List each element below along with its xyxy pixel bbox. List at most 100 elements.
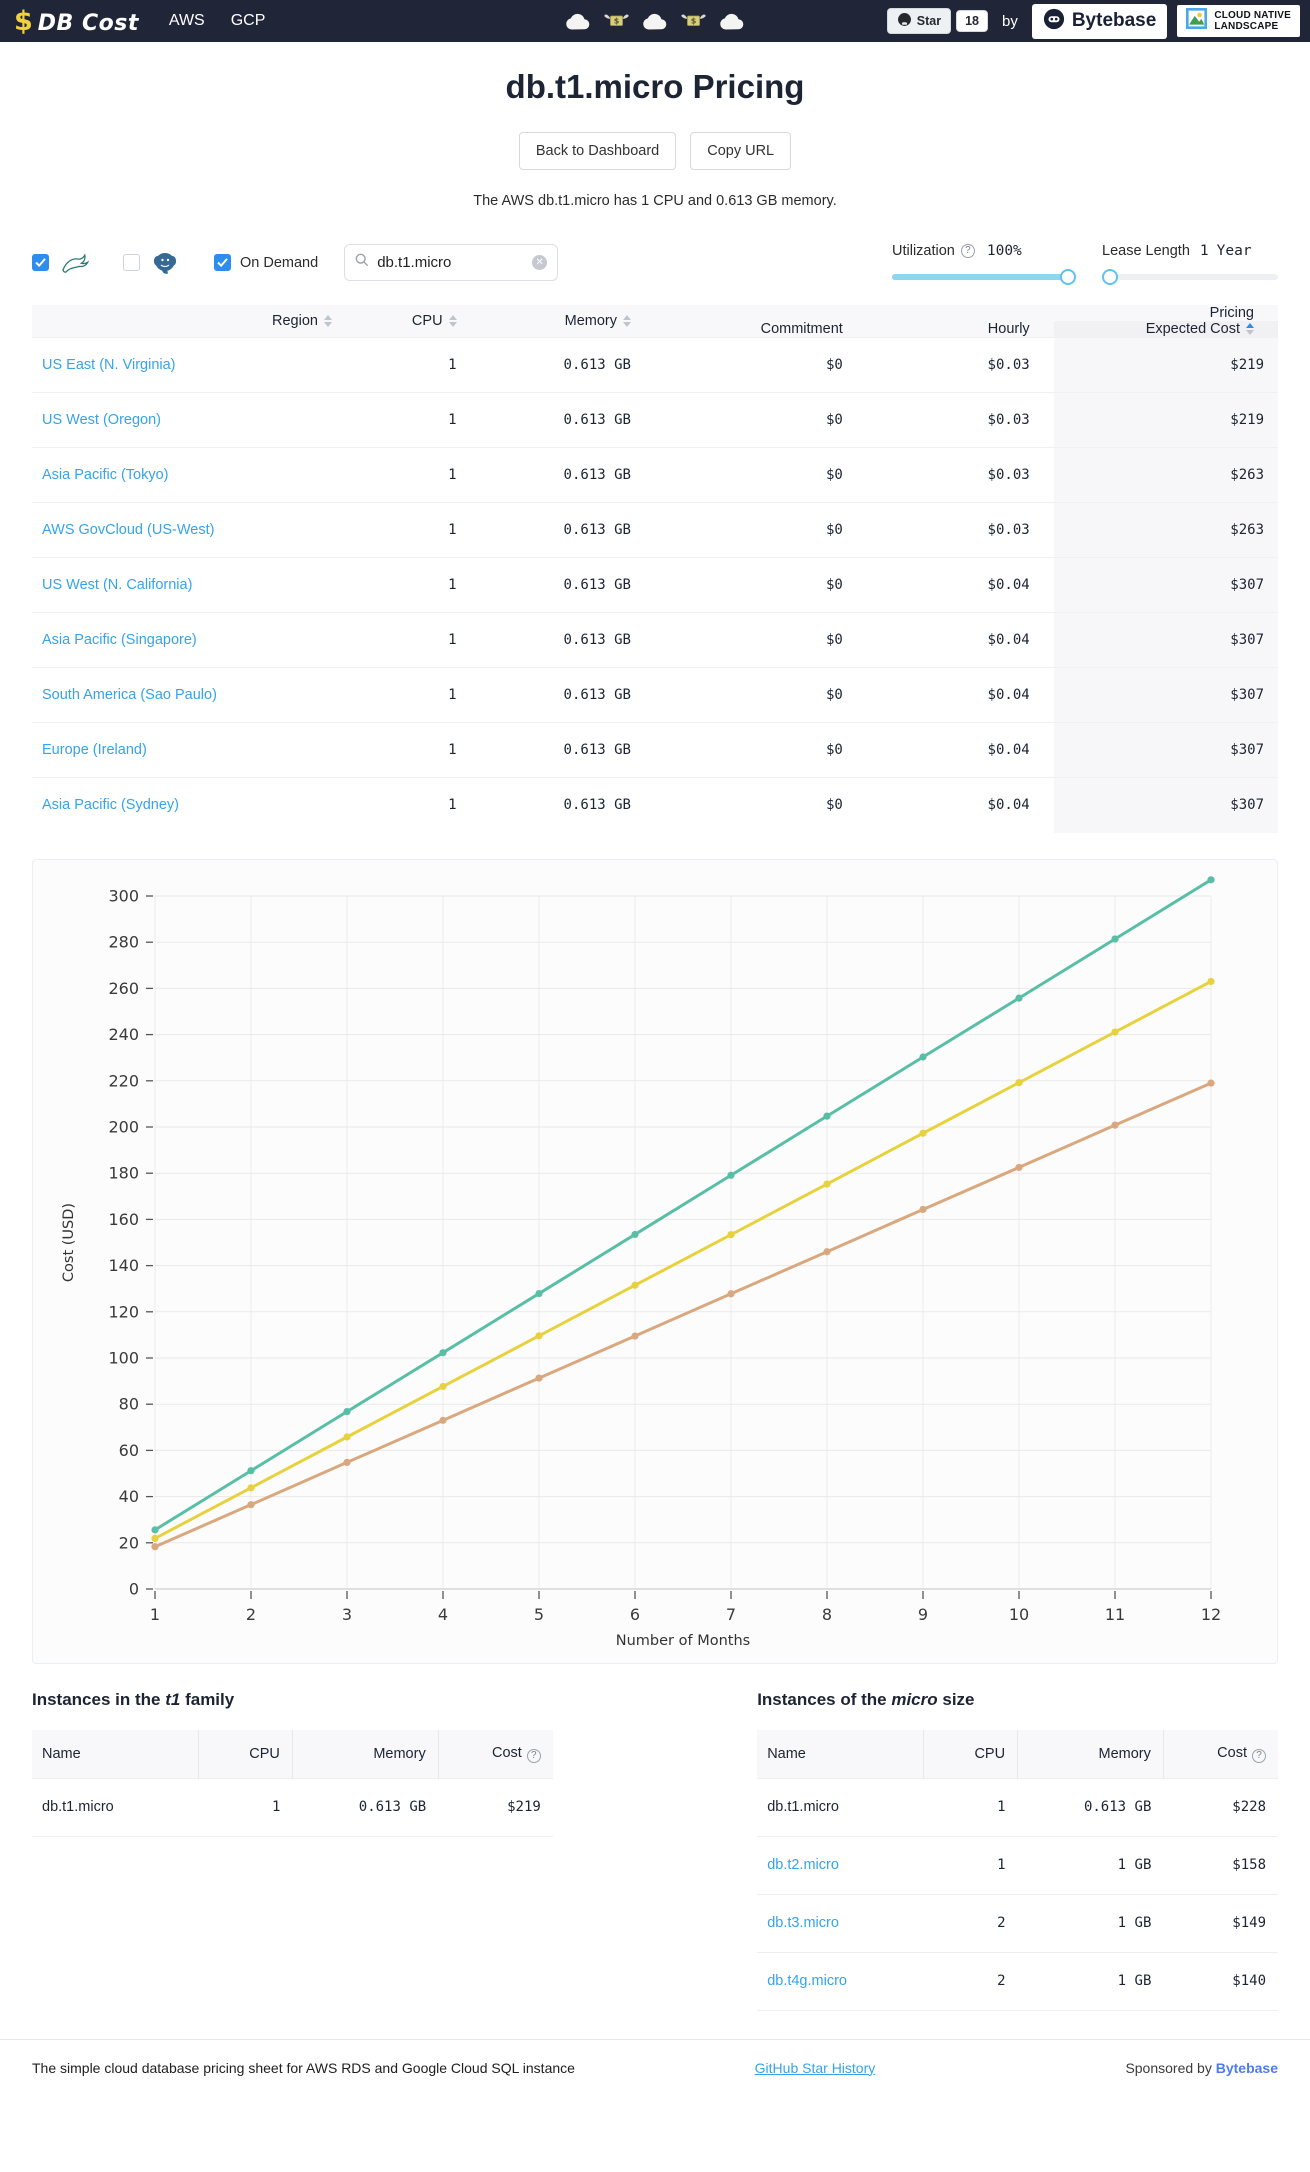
memory-value: 0.613 GB [480, 337, 655, 393]
family-col-memory: Memory [291, 1729, 439, 1778]
commitment-value: $0 [654, 667, 867, 723]
column-header-commitment: Commitment [760, 321, 843, 337]
cpu-value: 1 [198, 1777, 293, 1837]
region-link[interactable]: AWS GovCloud (US-West) [42, 522, 215, 538]
table-row: Europe (Ireland) 1 0.613 GB $0 $0.04 $307 [32, 722, 1278, 778]
table-row: db.t1.micro 1 0.613 GB $219 [32, 1777, 553, 1837]
bytebase-label: Bytebase [1071, 10, 1157, 31]
instance-link[interactable]: db.t3.micro [767, 1915, 839, 1931]
cloud-icon [566, 13, 591, 30]
on-demand-label: On Demand [240, 254, 319, 271]
column-group-pricing: Pricing [1209, 305, 1254, 321]
nav-link-aws[interactable]: AWS [168, 12, 205, 29]
svg-text:20: 20 [119, 1533, 139, 1552]
lease-length-slider[interactable] [1102, 269, 1278, 285]
region-link[interactable]: Asia Pacific (Singapore) [42, 632, 197, 648]
github-star-count[interactable]: 18 [956, 10, 988, 32]
region-link[interactable]: Asia Pacific (Tokyo) [42, 467, 169, 483]
cncf-label: CLOUD NATIVE LANDSCAPE [1214, 9, 1291, 32]
region-link[interactable]: Asia Pacific (Sydney) [42, 797, 179, 814]
expected-cost-value: $307 [1053, 722, 1278, 778]
region-link[interactable]: Europe (Ireland) [42, 742, 147, 758]
svg-text:260: 260 [108, 978, 139, 997]
table-row: Asia Pacific (Tokyo) 1 0.613 GB $0 $0.03 $263 [32, 447, 1278, 503]
lease-length-control: Lease Length 1 Year [1102, 243, 1278, 285]
memory-value: 0.613 GB [480, 777, 655, 833]
cost-value: $158 [1163, 1835, 1278, 1894]
svg-text:120: 120 [108, 1302, 139, 1321]
money-with-wings-icon: $ [681, 11, 707, 31]
lease-length-value: 1 [1199, 243, 1209, 259]
filter-row: On Demand ✕ Utilization ? 100% [32, 243, 1278, 285]
table-row: AWS GovCloud (US-West) 1 0.613 GB $0 $0.03 $2… [32, 502, 1278, 558]
cpu-value: 1 [355, 722, 481, 778]
expected-cost-value: $307 [1053, 612, 1278, 668]
nav-links: AWS GCP [169, 12, 266, 30]
search-box[interactable]: ✕ [344, 244, 559, 281]
column-header-memory[interactable]: Memory [481, 305, 655, 338]
expected-cost-value: $263 [1053, 502, 1278, 558]
instance-name: db.t1.micro [42, 1799, 114, 1815]
bytebase-badge[interactable]: Bytebase [1031, 3, 1168, 39]
size-col-cost: Cost? [1162, 1729, 1278, 1778]
github-star-history-link[interactable]: GitHub Star History [754, 2059, 876, 2076]
instance-link[interactable]: db.t4g.micro [767, 1973, 847, 1989]
memory-value: 0.613 GB [480, 447, 655, 503]
lease-length-slider-handle[interactable] [1102, 269, 1118, 285]
svg-text:60: 60 [119, 1440, 139, 1459]
commitment-value: $0 [654, 612, 867, 668]
column-header-cpu[interactable]: CPU [356, 305, 481, 338]
svg-text:6: 6 [630, 1605, 640, 1624]
github-star-widget[interactable]: Star 18 [886, 8, 988, 34]
nav-link-gcp[interactable]: GCP [230, 12, 266, 29]
sponsor-bytebase-link[interactable]: Bytebase [1215, 2059, 1278, 2076]
commitment-value: $0 [654, 557, 867, 613]
utilization-slider-handle[interactable] [1060, 269, 1076, 285]
hourly-value: $0.03 [866, 447, 1054, 503]
back-to-dashboard-button[interactable]: Back to Dashboard [518, 132, 677, 170]
postgres-checkbox[interactable] [123, 254, 140, 271]
svg-text:5: 5 [534, 1605, 544, 1624]
sort-icon [323, 315, 332, 328]
page-title: db.t1.micro Pricing [505, 68, 805, 105]
hourly-value: $0.03 [866, 502, 1054, 558]
money-with-wings-icon: $ [604, 11, 630, 31]
svg-text:10: 10 [1009, 1605, 1029, 1624]
family-col-cpu: CPU [198, 1729, 293, 1778]
utilization-value: 100% [986, 243, 1022, 259]
cncf-landscape-badge[interactable]: CLOUD NATIVE LANDSCAPE [1177, 5, 1300, 37]
clear-search-icon[interactable]: ✕ [532, 255, 548, 270]
cpu-value: 1 [355, 337, 481, 393]
region-link[interactable]: South America (Sao Paulo) [42, 687, 217, 703]
hourly-value: $0.04 [866, 557, 1054, 613]
cost-help-icon[interactable]: ? [526, 1748, 541, 1763]
column-header-hourly: Hourly [987, 321, 1030, 337]
instance-link[interactable]: db.t2.micro [767, 1857, 839, 1873]
family-table-title: Instances in the t1 family [32, 1689, 235, 1709]
on-demand-checkbox[interactable] [214, 254, 231, 271]
copy-url-button[interactable]: Copy URL [690, 132, 792, 170]
cost-help-icon[interactable]: ? [1252, 1748, 1266, 1763]
svg-text:0: 0 [129, 1579, 139, 1598]
github-star-button[interactable]: Star [886, 8, 952, 34]
column-header-expected-cost[interactable]: Expected Cost [1053, 321, 1278, 338]
svg-text:140: 140 [108, 1256, 139, 1275]
region-link[interactable]: US East (N. Virginia) [42, 357, 176, 373]
sort-icon [448, 315, 457, 328]
memory-value: 0.613 GB [292, 1777, 439, 1837]
svg-text:Cost (USD): Cost (USD) [61, 1202, 77, 1281]
app-logo[interactable]: $ DB Cost [14, 6, 139, 37]
utilization-slider[interactable] [892, 269, 1076, 285]
mysql-checkbox[interactable] [32, 254, 49, 271]
region-link[interactable]: US West (Oregon) [42, 412, 161, 428]
footer: The simple cloud database pricing sheet … [0, 2038, 1310, 2098]
memory-value: 1 GB [1017, 1951, 1164, 2011]
region-link[interactable]: US West (N. California) [42, 577, 193, 593]
memory-value: 1 GB [1017, 1835, 1164, 1894]
svg-text:9: 9 [918, 1605, 928, 1624]
memory-value: 0.613 GB [480, 502, 655, 558]
search-input[interactable] [377, 254, 518, 271]
column-header-region[interactable]: Region [32, 305, 356, 338]
size-col-memory: Memory [1017, 1729, 1164, 1778]
utilization-help-icon[interactable]: ? [960, 244, 975, 258]
